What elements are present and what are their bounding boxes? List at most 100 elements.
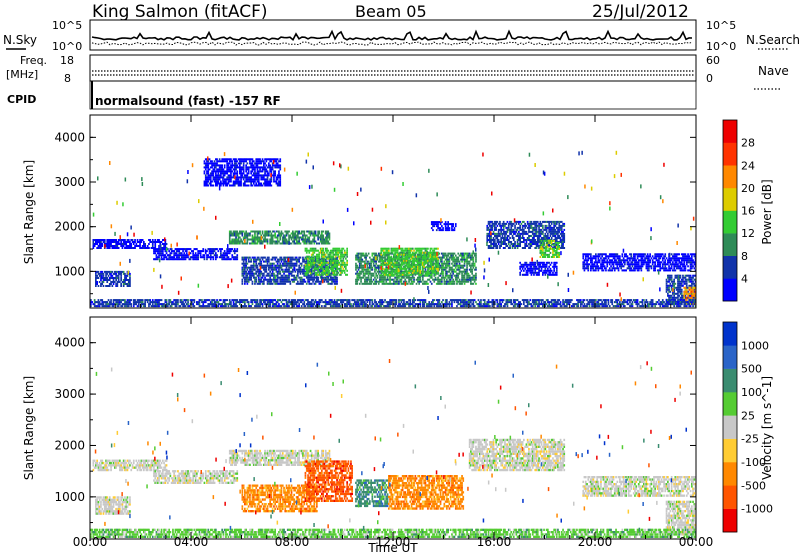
scatter-cell <box>651 263 654 266</box>
scatter-cell <box>641 259 644 262</box>
scatter-cell <box>413 280 415 283</box>
scatter-cell <box>595 255 597 258</box>
nsky-panel-frame <box>89 19 697 51</box>
scatter-cell <box>654 269 656 272</box>
scatter-cell <box>294 242 297 245</box>
scatter-cell <box>543 241 545 244</box>
cpid-frame <box>89 80 697 110</box>
scatter-cell <box>590 265 592 268</box>
scatter-cell <box>640 255 643 258</box>
scatter-cell <box>380 272 383 275</box>
scatter-cell <box>97 245 100 247</box>
scatter-cell <box>430 282 433 285</box>
scatter-cell <box>115 272 117 275</box>
scatter-cell <box>340 273 342 276</box>
scatter-cell <box>336 273 338 276</box>
scatter-cell <box>536 237 539 239</box>
scatter-cell <box>260 264 263 267</box>
scatter-cell <box>463 282 466 285</box>
scatter-cell <box>446 262 448 265</box>
scatter-cell <box>507 222 510 225</box>
scatter-cell <box>193 254 196 257</box>
scatter-cell <box>266 230 269 233</box>
scatter-cell <box>154 241 157 243</box>
scatter-cell <box>509 245 511 247</box>
scatter-cell <box>415 269 418 272</box>
scatter-cell <box>329 253 332 256</box>
scatter-cell <box>102 272 105 275</box>
scatter-cell <box>389 273 391 276</box>
scatter-cell <box>314 247 317 250</box>
scatter-cell <box>423 247 425 250</box>
scatter-cell <box>468 262 471 265</box>
scatter-cell <box>256 270 259 273</box>
scatter-cell <box>334 253 337 256</box>
scatter-cell <box>391 251 394 254</box>
scatter-cell <box>300 276 303 279</box>
scatter-cell <box>549 245 552 248</box>
scatter-cell <box>111 270 114 273</box>
scatter-cell <box>403 261 405 264</box>
scatter-cell <box>401 255 404 258</box>
scatter-cell <box>500 224 502 227</box>
scatter-cell <box>414 247 417 250</box>
scatter-cell <box>305 249 308 252</box>
scatter-cell <box>331 251 333 254</box>
scatter-cell <box>155 258 158 261</box>
scatter-cell <box>549 232 552 235</box>
scatter-cell <box>197 258 199 261</box>
scatter-cell <box>355 278 357 281</box>
scatter-cell <box>244 270 246 273</box>
scatter-cell <box>404 259 407 262</box>
scatter-cell <box>553 269 555 272</box>
scatter-cell <box>369 256 371 259</box>
scatter-cell <box>423 260 425 263</box>
scatter-cell <box>395 282 398 285</box>
scatter-cell <box>307 280 309 283</box>
scatter-cell <box>321 255 323 258</box>
scatter-cell <box>539 232 542 235</box>
scatter-cell <box>151 241 154 243</box>
scatter-cell <box>488 241 491 243</box>
scatter-cell <box>443 280 446 283</box>
scatter-cell <box>316 276 318 279</box>
scatter-cell <box>646 261 649 264</box>
scatter-cell <box>434 255 437 258</box>
scatter-cell <box>278 282 280 285</box>
scatter-cell <box>395 280 398 283</box>
scatter-cell <box>408 247 410 250</box>
scatter-cell <box>117 247 120 249</box>
scatter-cell <box>362 260 365 263</box>
scatter-cell <box>295 278 298 281</box>
scatter-cell <box>529 230 532 233</box>
scatter-cell <box>302 238 304 241</box>
scatter-cell <box>313 267 316 270</box>
scatter-cell <box>279 262 282 265</box>
scatter-cell <box>448 280 451 283</box>
scatter-cell <box>526 222 529 225</box>
scatter-cell <box>332 280 335 283</box>
scatter-cell <box>438 229 441 232</box>
scatter-cell <box>544 251 547 254</box>
scatter-cell <box>312 253 314 256</box>
scatter-cell <box>453 274 456 277</box>
scatter-cell <box>523 230 525 233</box>
scatter-cell <box>116 241 119 243</box>
scatter-cell <box>603 257 606 260</box>
scatter-cell <box>543 263 545 266</box>
scatter-cell <box>319 259 322 262</box>
scatter-cell <box>231 256 234 259</box>
scatter-cell <box>403 280 405 283</box>
scatter-cell <box>327 265 330 268</box>
scatter-cell <box>103 279 106 281</box>
scatter-cell <box>332 267 335 270</box>
scatter-cell <box>640 269 643 272</box>
scatter-cell <box>286 240 289 243</box>
scatter-cell <box>254 238 256 241</box>
scatter-cell <box>255 272 258 275</box>
scatter-cell <box>321 236 323 239</box>
scatter-cell <box>107 243 110 245</box>
scatter-cell <box>497 230 500 233</box>
scatter-cell <box>242 258 245 261</box>
scatter-cell <box>154 250 157 253</box>
